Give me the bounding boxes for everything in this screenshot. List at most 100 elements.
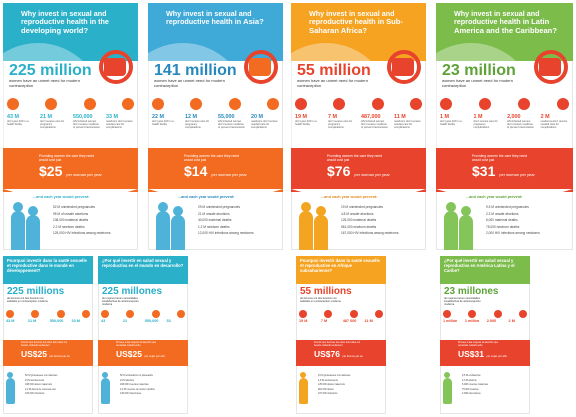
unmet-need-text: de mujeres tienen necesidades insatisfec…: [102, 297, 139, 306]
stat: 21 M: [27, 319, 37, 323]
unmet-need-number: 55 million: [297, 62, 371, 79]
newborn-icon: [266, 98, 279, 110]
panel-title: Why invest in sexual and reproductive he…: [454, 9, 557, 35]
infographic-asia: Why invest in sexual and reproductive he…: [148, 3, 283, 250]
health-worker-figure-icon: [26, 215, 40, 250]
woman-figure-icon: [101, 378, 110, 404]
figure-head: [158, 202, 168, 212]
cost-band: Proveer a las mujeres la atención que ne…: [440, 340, 530, 366]
infographic-fr-africa: Pourquoi investir dans la santé sexuelle…: [296, 256, 386, 414]
list-item: 108.000 muertes maternas: [120, 383, 149, 387]
stats-row: 1 millón 1 millón 2.000 2 M: [443, 319, 527, 323]
list-item: 125 000 décès maternels: [318, 383, 345, 387]
prevent-title: ...and each year would prevent:: [178, 195, 235, 199]
prevent-list: 9.5 M unintended pregnancies 2.3 M unsaf…: [486, 204, 540, 237]
newborn-icon: [121, 98, 134, 110]
pregnancy-icon: [333, 98, 346, 110]
pregnancy-icon: [190, 98, 203, 110]
unmet-need-number: 23 million: [442, 62, 516, 79]
stat: 487 000: [342, 319, 357, 323]
chevron-divider: [291, 189, 426, 199]
woman-figure-icon: [156, 211, 170, 250]
figure-head: [7, 372, 13, 378]
list-item: 167,000 HIV infections among newborns: [341, 231, 399, 236]
cost-band: Fournir aux femmes les soins dont elles …: [296, 340, 386, 366]
figure-head: [461, 206, 471, 216]
stat: 21: [122, 319, 128, 323]
list-item: 108 000 décès maternels: [25, 383, 52, 387]
figure-head: [316, 206, 326, 216]
stat: 43 M: [6, 319, 15, 323]
list-item: 108,000 maternal deaths: [53, 218, 89, 223]
prevent-list: 19 M grossesses non désirées 4,8 M avort…: [318, 374, 350, 397]
newborn-icon: [176, 310, 185, 318]
cost-text: Proveer a las mujeres la atención que ne…: [116, 341, 157, 347]
medicine-icon: [518, 98, 530, 110]
newborn-icon: [81, 310, 90, 318]
panel-title: Why invest in sexual and reproductive he…: [309, 9, 403, 35]
list-item: 9.5 M unintended pregnancies: [486, 205, 529, 209]
cost-price: US$25 por mujer por año: [116, 349, 165, 359]
contraceptive-ring-icon: [534, 50, 568, 84]
stat-icons: [7, 98, 134, 112]
cost-text: Proveer a las mujeres la atención que ne…: [458, 341, 499, 347]
stat: 1 millón: [464, 319, 480, 323]
panel-title: ¿Por qué invertir en salud sexual y repr…: [444, 258, 515, 273]
cost-price: $76 per woman per year: [327, 163, 390, 179]
newborn-icon: [518, 310, 527, 318]
figure-head: [446, 202, 456, 212]
woman-figure-icon: [299, 211, 313, 250]
unmet-need-number: 141 million: [154, 62, 237, 79]
list-item: 24 M abortos: [120, 378, 134, 382]
newborn-icon: [409, 98, 422, 110]
list-item: 2.000 infecciones: [462, 392, 481, 396]
cost-band: Providing women the care they need would…: [436, 148, 573, 192]
woman-figure-icon: [299, 378, 308, 404]
contraceptive-ring-icon: [99, 50, 133, 84]
chevron-divider: [3, 189, 138, 199]
prevent-section: ...and each year would prevent: 29 M uni…: [148, 192, 283, 250]
list-item: 9,5 M embarazos: [462, 374, 481, 377]
woman-figure-icon: [444, 211, 458, 250]
figure-head: [13, 202, 23, 212]
cost-price: $31 per woman per year: [472, 163, 535, 179]
stat-icons: [152, 98, 279, 112]
medicine-icon: [493, 310, 502, 318]
cost-price: US$31 por mujer por año: [458, 349, 507, 359]
unmet-need-text: women have an unmet need for modern cont…: [9, 78, 80, 88]
stat: 33 M: [71, 319, 80, 323]
cost-band: Fournir aux femmes les soins dont elles …: [3, 340, 93, 366]
unmet-need-number: 23 millones: [444, 286, 499, 297]
stat: 550,000 HIV-infected women don't receive …: [73, 114, 100, 129]
stat: 19 M: [299, 319, 308, 323]
birth-icon: [299, 310, 307, 318]
birth-icon: [295, 98, 307, 110]
stat-icons: [443, 310, 527, 318]
figure-head: [444, 372, 450, 378]
pill-pack-icon: [104, 58, 126, 76]
stat: 7 M: [320, 319, 328, 323]
stats-row: 43 M 21 M 550,000 33 M: [6, 319, 90, 323]
pregnancy-icon: [324, 310, 333, 318]
cost-text: Fournir aux femmes les soins dont elles …: [21, 341, 68, 347]
cost-band: Providing women the care they need would…: [3, 148, 138, 192]
infographic-developing-world: Why invest in sexual and reproductive he…: [3, 3, 138, 250]
list-item: 75.000 muertes: [462, 387, 479, 391]
panel-header: Why invest in sexual and reproductive he…: [3, 3, 138, 61]
list-item: 24 M avortements: [25, 378, 45, 382]
cost-band: Providing women the care they need would…: [148, 148, 283, 192]
stat-icons: [101, 310, 185, 318]
list-item: 125 000 infections: [25, 392, 45, 396]
panel-title: Pourquoi investir dans la santé sexuelle…: [7, 258, 87, 273]
cost-band: Proveer a las mujeres la atención que ne…: [98, 340, 188, 366]
woman-figure-icon: [11, 211, 25, 250]
cost-text: Fournir aux femmes les soins dont elles …: [314, 341, 361, 347]
